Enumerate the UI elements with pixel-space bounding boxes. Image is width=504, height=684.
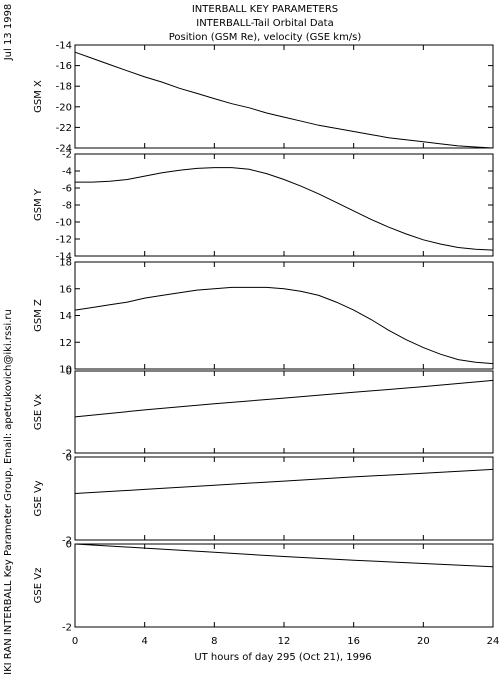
y-tick-label: 14	[59, 311, 72, 322]
x-tick-label: 8	[211, 636, 217, 647]
series-line	[74, 468, 494, 494]
y-tick-label: -6	[62, 184, 72, 195]
y-tick-label: -2	[62, 623, 72, 634]
y-axis-label: GSE Vy	[33, 480, 44, 516]
y-tick-label: -16	[56, 61, 72, 72]
panel-frame	[74, 44, 494, 149]
y-tick-label: -14	[56, 252, 72, 263]
x-tick-label: 20	[417, 636, 430, 647]
x-tick-label: 4	[141, 636, 147, 647]
panel-1: -14 -16 -18 -20 -22 -24 GSM X	[33, 41, 494, 155]
y-tick-label: -18	[56, 82, 72, 93]
x-tick-label: 24	[487, 636, 500, 647]
y-tick-label: -2	[62, 150, 72, 161]
y-tick-label: 16	[59, 284, 72, 295]
y-tick-label: 0	[66, 367, 72, 378]
y-axis-label: GSM Y	[33, 188, 44, 221]
y-tick-label: -24	[56, 144, 72, 155]
y-tick-label: 12	[59, 338, 72, 349]
y-tick-label: -22	[56, 123, 72, 134]
y-tick-label: 10	[59, 365, 72, 376]
y-tick-label: 0	[66, 540, 72, 551]
x-tick-label: 0	[72, 636, 78, 647]
panel-frame	[74, 261, 494, 370]
panel-3: 18 16 14 12 10 GSM Z	[33, 258, 494, 376]
series-line	[75, 167, 494, 251]
y-tick-label: -14	[56, 41, 72, 52]
y-tick-label: -4	[62, 167, 72, 178]
x-axis-label: UT hours of day 295 (Oct 21), 1996	[194, 652, 371, 663]
y-axis-label: GSE Vz	[33, 568, 44, 604]
side-credit: IKI RAN INTERBALL Key Parameter Group, E…	[3, 309, 14, 675]
x-axis: 0 4 8 12 16 20 24	[72, 636, 500, 647]
panel-frame	[74, 370, 494, 454]
y-tick-label: -20	[56, 102, 72, 113]
series-line	[74, 51, 494, 149]
header-line-3: Position (GSM Re), velocity (GSE km/s)	[169, 32, 362, 43]
y-tick-label: -8	[62, 201, 72, 212]
y-tick-label: 18	[59, 258, 72, 269]
header-line-1: INTERBALL KEY PARAMETERS	[192, 4, 338, 15]
y-axis-label: GSM X	[33, 80, 44, 113]
side-date: Jul 13 1998	[3, 4, 14, 62]
y-tick-label: -12	[56, 235, 72, 246]
y-axis-label: GSM Z	[33, 299, 44, 332]
series-line	[74, 543, 494, 568]
y-tick-label: -2	[62, 536, 72, 547]
panel-frame	[74, 456, 494, 541]
series-line	[74, 379, 494, 418]
y-tick-label: -10	[56, 218, 72, 229]
panel-4: 0 -2 GSE Vx	[33, 367, 494, 460]
series-line	[74, 286, 494, 365]
y-tick-label: -2	[62, 449, 72, 460]
panel-6: 0 -2 GSE Vz	[33, 540, 494, 634]
panel-5: 0 -2 GSE Vy	[33, 453, 494, 547]
y-tick-label: 0	[66, 453, 72, 464]
x-tick-label: 16	[347, 636, 360, 647]
y-axis-label: GSE Vx	[33, 394, 44, 430]
panel-frame	[74, 153, 494, 257]
panel-2: -2 -4 -6 -8 -10 -12 -14 GSM Y	[33, 150, 494, 263]
header-line-2: INTERBALL-Tail Orbital Data	[196, 18, 333, 29]
x-tick-label: 12	[278, 636, 291, 647]
